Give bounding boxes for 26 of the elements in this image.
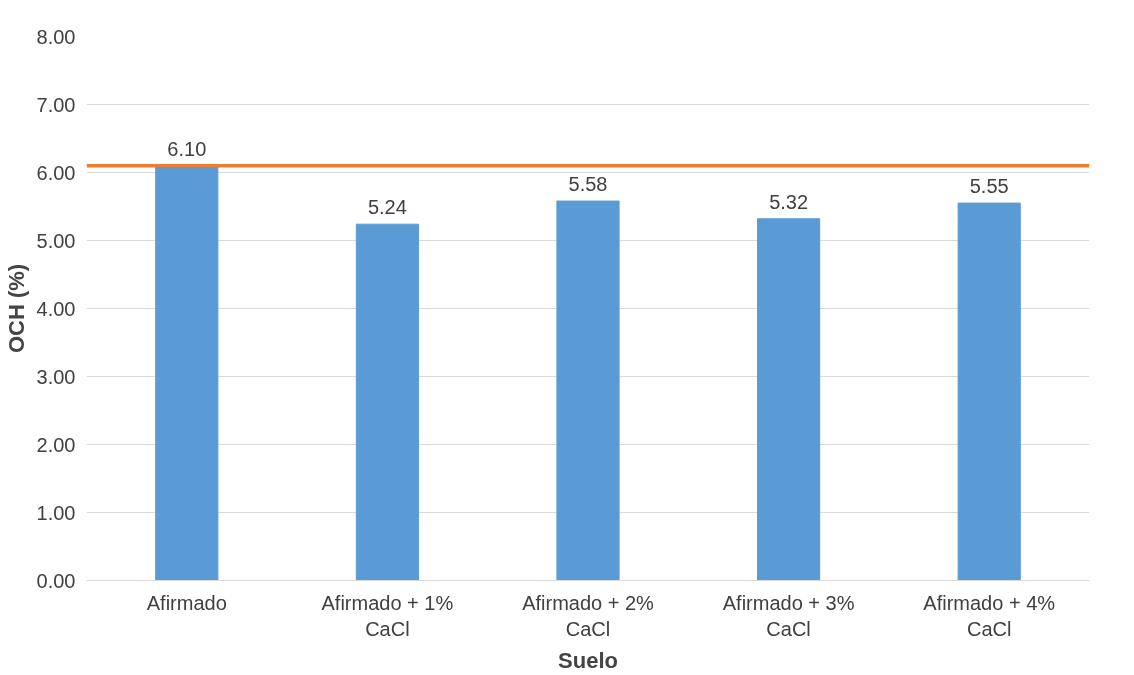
- y-tick-label: 2.00: [36, 433, 76, 456]
- x-tick-label: Afirmado + 4% CaCl: [923, 591, 1056, 640]
- y-tick-label: 4.00: [36, 297, 76, 320]
- y-tick-label: 0.00: [36, 569, 76, 592]
- bar: [556, 200, 620, 581]
- data-label: 5.58: [568, 173, 608, 196]
- bar: [355, 223, 419, 581]
- y-tick-label: 8.00: [36, 25, 76, 48]
- data-label: 5.55: [969, 175, 1009, 198]
- y-tick-label: 5.00: [36, 229, 76, 252]
- data-label: 5.32: [769, 190, 809, 213]
- data-label: 6.10: [167, 137, 207, 160]
- bar: [155, 165, 219, 581]
- y-tick-label: 6.00: [36, 161, 76, 184]
- x-tick-label: Afirmado + 1% CaCl: [321, 591, 454, 640]
- y-tick-label: 1.00: [36, 501, 76, 524]
- y-tick-label: 3.00: [36, 365, 76, 388]
- data-label: 5.24: [367, 196, 407, 219]
- x-tick-label: Afirmado + 3% CaCl: [722, 591, 855, 640]
- y-tick-label: 7.00: [36, 93, 76, 116]
- x-tick-label: Afirmado: [146, 591, 227, 614]
- bar: [957, 202, 1021, 581]
- x-tick-label: Afirmado + 2% CaCl: [522, 591, 655, 640]
- x-axis-title: Suelo: [558, 647, 618, 673]
- bar: [757, 218, 821, 581]
- y-axis-title: OCH (%): [3, 263, 29, 354]
